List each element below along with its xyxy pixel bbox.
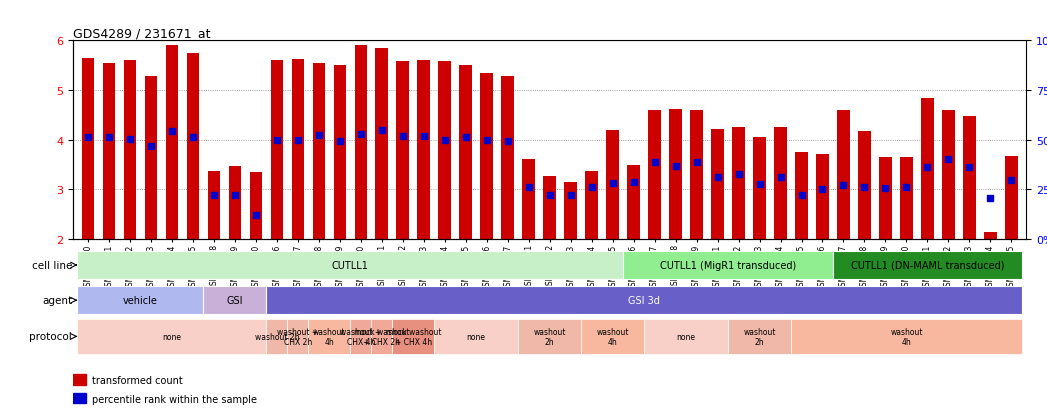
Text: washout +
CHX 2h: washout + CHX 2h <box>277 327 318 346</box>
Bar <box>186 54 199 240</box>
Bar <box>690 111 703 240</box>
Text: protocol: protocol <box>29 332 72 342</box>
Text: GDS4289 / 231671_at: GDS4289 / 231671_at <box>73 27 210 40</box>
Bar <box>838 111 850 240</box>
Bar <box>564 183 577 240</box>
Text: washout
4h: washout 4h <box>890 327 922 346</box>
Text: transformed count: transformed count <box>92 375 182 385</box>
FancyBboxPatch shape <box>518 319 581 354</box>
Bar <box>900 158 913 240</box>
Bar <box>334 66 347 240</box>
Bar <box>648 111 661 240</box>
Text: GSI: GSI <box>226 295 243 306</box>
Text: GSI 3d: GSI 3d <box>628 295 660 306</box>
Text: vehicle: vehicle <box>122 295 158 306</box>
Bar <box>439 62 451 240</box>
FancyBboxPatch shape <box>792 319 1022 354</box>
Bar <box>753 138 765 240</box>
Text: washout +
CHX 4h: washout + CHX 4h <box>340 327 381 346</box>
Text: none: none <box>676 332 695 341</box>
Text: washout
4h: washout 4h <box>597 327 629 346</box>
FancyBboxPatch shape <box>833 252 1022 279</box>
Text: washout
2h: washout 2h <box>533 327 566 346</box>
Bar <box>585 171 598 240</box>
Text: none: none <box>162 332 181 341</box>
FancyBboxPatch shape <box>203 287 266 314</box>
Text: mock washout
+ CHX 4h: mock washout + CHX 4h <box>385 327 441 346</box>
FancyBboxPatch shape <box>728 319 792 354</box>
FancyBboxPatch shape <box>308 319 351 354</box>
Bar <box>144 77 157 240</box>
FancyBboxPatch shape <box>77 287 203 314</box>
Bar <box>711 130 723 240</box>
Text: CUTLL1 (DN-MAML transduced): CUTLL1 (DN-MAML transduced) <box>850 260 1004 271</box>
Bar <box>418 61 430 240</box>
Bar <box>921 98 934 240</box>
FancyBboxPatch shape <box>77 319 266 354</box>
Bar <box>984 232 997 240</box>
Text: percentile rank within the sample: percentile rank within the sample <box>92 394 257 404</box>
FancyBboxPatch shape <box>351 319 372 354</box>
Bar <box>481 74 493 240</box>
Bar <box>124 61 136 240</box>
Bar <box>942 111 955 240</box>
Bar <box>376 49 388 240</box>
FancyBboxPatch shape <box>77 252 623 279</box>
Bar <box>817 154 829 240</box>
Text: cell line: cell line <box>31 260 72 271</box>
Bar <box>228 166 241 240</box>
Text: washout
2h: washout 2h <box>743 327 776 346</box>
FancyBboxPatch shape <box>623 252 833 279</box>
Text: washout 2h: washout 2h <box>254 332 299 341</box>
Bar <box>732 128 744 240</box>
Bar <box>502 77 514 240</box>
FancyBboxPatch shape <box>393 319 435 354</box>
Bar <box>313 64 326 240</box>
FancyBboxPatch shape <box>644 319 728 354</box>
Bar <box>355 46 367 240</box>
Bar <box>963 116 976 240</box>
Bar <box>270 61 283 240</box>
Bar <box>165 46 178 240</box>
Text: agent: agent <box>42 295 72 306</box>
FancyBboxPatch shape <box>372 319 393 354</box>
Bar <box>82 59 94 240</box>
FancyBboxPatch shape <box>581 319 644 354</box>
Bar <box>543 176 556 240</box>
Bar <box>73 375 86 385</box>
Bar <box>627 165 640 240</box>
Text: washout
4h: washout 4h <box>313 327 346 346</box>
Text: CUTLL1: CUTLL1 <box>332 260 369 271</box>
Bar <box>397 62 409 240</box>
Bar <box>859 131 871 240</box>
Bar <box>669 110 682 240</box>
Bar <box>73 393 86 404</box>
Text: CUTLL1 (MigR1 transduced): CUTLL1 (MigR1 transduced) <box>660 260 796 271</box>
FancyBboxPatch shape <box>266 319 287 354</box>
Bar <box>460 66 472 240</box>
Bar <box>522 159 535 240</box>
Bar <box>103 64 115 240</box>
Bar <box>879 158 892 240</box>
Bar <box>207 171 220 240</box>
Bar <box>606 131 619 240</box>
FancyBboxPatch shape <box>435 319 518 354</box>
Bar <box>249 173 262 240</box>
Bar <box>796 153 808 240</box>
Bar <box>774 128 786 240</box>
Bar <box>1005 156 1018 240</box>
FancyBboxPatch shape <box>287 319 308 354</box>
Bar <box>291 60 304 240</box>
FancyBboxPatch shape <box>266 287 1022 314</box>
Text: mock washout
+ CHX 2h: mock washout + CHX 2h <box>354 327 409 346</box>
Text: none: none <box>467 332 486 341</box>
